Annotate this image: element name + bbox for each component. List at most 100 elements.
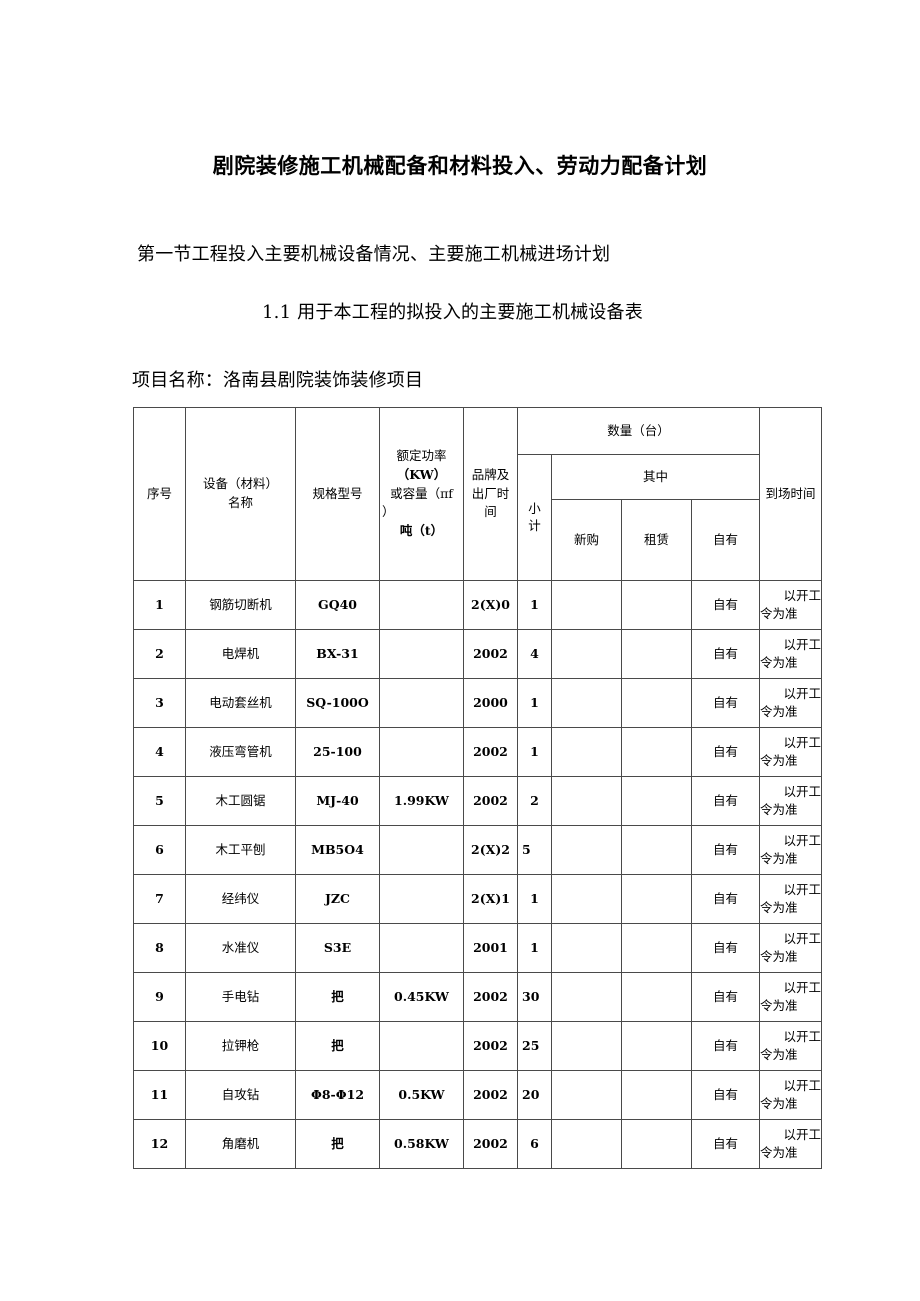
cell-seq: 3 bbox=[133, 678, 186, 728]
cell-spec-model: 25-100 bbox=[295, 727, 380, 777]
cell-subtotal: 20 bbox=[517, 1070, 552, 1120]
table-row: 7 经纬仪 JZC 2(X)1 1 自有 以开工 令为准 bbox=[133, 874, 823, 924]
cell-seq: 8 bbox=[133, 923, 186, 973]
header-row-1: 序号 设备（材料） 名称 规格型号 额定功率 （KW） 或容量（πf bbox=[133, 407, 823, 581]
cell-subtotal: 1 bbox=[517, 678, 552, 728]
cell-arrival-time: 以开工令为准 bbox=[759, 825, 823, 875]
equipment-table-wrapper: 序号 设备（材料） 名称 规格型号 额定功率 （KW） 或容量（πf bbox=[133, 407, 823, 1169]
cell-seq: 9 bbox=[133, 972, 186, 1022]
cell-arrival-line1: 以开工 bbox=[783, 783, 822, 799]
header-arrival-time: 到场时间 bbox=[759, 407, 823, 581]
cell-new-purchase bbox=[551, 1119, 622, 1169]
cell-subtotal: 4 bbox=[517, 629, 552, 679]
cell-equipment-name: 木工圆锯 bbox=[185, 776, 296, 826]
cell-subtotal: 30 bbox=[517, 972, 552, 1022]
cell-arrival-time: 以开工 令为准 bbox=[759, 1119, 823, 1169]
cell-arrival-line1: 以开工 bbox=[783, 979, 822, 995]
header-equipment-name-line1: 设备（材料） bbox=[202, 476, 278, 492]
cell-new-purchase bbox=[551, 776, 622, 826]
cell-arrival-line1: 以开工 bbox=[783, 1126, 822, 1142]
cell-arrival-line2: 令为准 bbox=[760, 998, 798, 1013]
header-subtotal-line2: 计 bbox=[528, 517, 541, 533]
cell-rated-power: 0.58KW bbox=[379, 1119, 464, 1169]
cell-equipment-name: 液压弯管机 bbox=[185, 727, 296, 777]
cell-brand-date: 2002 bbox=[463, 727, 518, 777]
cell-owned: 自有 bbox=[690, 776, 761, 826]
cell-arrival-line2: 令为准 bbox=[760, 704, 798, 719]
cell-owned: 自有 bbox=[690, 580, 761, 630]
cell-subtotal: 2 bbox=[517, 776, 552, 826]
cell-arrival-line2: 令为准 bbox=[760, 753, 798, 768]
cell-arrival-line1: 以开工 bbox=[783, 832, 822, 848]
cell-new-purchase bbox=[551, 678, 622, 728]
cell-rated-power bbox=[379, 1021, 464, 1071]
cell-rated-power bbox=[379, 678, 464, 728]
cell-lease bbox=[621, 1070, 692, 1120]
cell-spec-model: Φ8-Φ12 bbox=[295, 1070, 380, 1120]
cell-owned: 自有 bbox=[690, 1119, 761, 1169]
table-row: 1 钢筋切断机 GQ40 2(X)0 1 自有 以开工 令为准 bbox=[133, 580, 823, 630]
cell-rated-power bbox=[379, 874, 464, 924]
project-name: 项目名称：洛南县剧院装饰装修项目 bbox=[132, 370, 424, 391]
cell-arrival-line2: 令为准 bbox=[760, 606, 798, 621]
sub-section-heading: 1.1 用于本工程的拟投入的主要施工机械设备表 bbox=[262, 302, 643, 323]
cell-arrival-line2: 令为准 bbox=[760, 802, 798, 817]
cell-arrival-line2: 令为准 bbox=[760, 949, 798, 964]
table-row: 10 拉钾枪把 2002 25 自有 以开工 令为准 bbox=[133, 1021, 823, 1071]
table-row: 4 液压弯管机 25-100 2002 1 自有 以开工 令为准 bbox=[133, 727, 823, 777]
cell-subtotal: 25 bbox=[517, 1021, 552, 1071]
cell-seq: 5 bbox=[133, 776, 186, 826]
table-row: 3 电动套丝机 SQ-100O 2000 1 自有 以开工 令为准 bbox=[133, 678, 823, 728]
cell-brand-date: 2002 bbox=[463, 1119, 518, 1169]
header-equipment-name: 设备（材料） 名称 bbox=[185, 407, 296, 581]
header-among-which: 其中 bbox=[550, 454, 761, 500]
cell-equipment-name: 经纬仪 bbox=[185, 874, 296, 924]
header-brand-date: 品牌及 出厂时 间 bbox=[463, 407, 518, 581]
cell-spec-model: MJ-40 bbox=[295, 776, 380, 826]
cell-brand-date: 2001 bbox=[463, 923, 518, 973]
cell-lease bbox=[621, 629, 692, 679]
cell-arrival-time: 以开工令为准 bbox=[759, 972, 823, 1022]
header-power-line2: （KW） bbox=[396, 466, 447, 482]
cell-arrival-line2: 令为准 bbox=[760, 655, 798, 670]
cell-lease bbox=[621, 1021, 692, 1071]
cell-new-purchase bbox=[551, 1070, 622, 1120]
cell-arrival-line2: 令为准 bbox=[760, 851, 798, 866]
cell-rated-power: 0.5KW bbox=[379, 1070, 464, 1120]
cell-arrival-line1: 以开工 bbox=[783, 636, 822, 652]
cell-spec-model: 把 bbox=[295, 972, 380, 1022]
header-owned: 自有 bbox=[690, 499, 761, 581]
header-subtotal-line1: 小 bbox=[528, 501, 541, 517]
cell-arrival-time: 以开工 令为准 bbox=[759, 727, 823, 777]
header-power-line1: 额定功率 bbox=[396, 448, 447, 464]
cell-equipment-name: 手电钻 bbox=[185, 972, 296, 1022]
cell-brand-date: 2002 bbox=[463, 629, 518, 679]
cell-arrival-time: 以开工 令为准 bbox=[759, 678, 823, 728]
header-rated-power: 额定功率 （KW） 或容量（πf ） 吨（t） bbox=[379, 407, 464, 581]
table-row: 11 自攻钻 Φ8-Φ12 0.5KW 2002 20 自有 以开工 令为准 bbox=[133, 1070, 823, 1120]
cell-new-purchase bbox=[551, 923, 622, 973]
cell-owned: 自有 bbox=[690, 825, 761, 875]
header-power-line3: 或容量（πf bbox=[390, 485, 453, 501]
cell-lease bbox=[621, 678, 692, 728]
cell-lease bbox=[621, 776, 692, 826]
cell-arrival-time: 以开工 令为准 bbox=[759, 874, 823, 924]
cell-new-purchase bbox=[551, 580, 622, 630]
cell-subtotal: 1 bbox=[517, 580, 552, 630]
cell-equipment-name: 水准仪 bbox=[185, 923, 296, 973]
header-seq: 序号 bbox=[133, 407, 186, 581]
cell-spec-model: 把 bbox=[295, 1119, 380, 1169]
cell-arrival-time: 以开工 令为准 bbox=[759, 923, 823, 973]
table-row: 9 手电钻把 0.45KW 2002 30 自有 以开工 令为准 bbox=[133, 972, 823, 1022]
cell-seq: 4 bbox=[133, 727, 186, 777]
cell-owned: 自有 bbox=[690, 972, 761, 1022]
cell-brand-date: 2002 bbox=[463, 1021, 518, 1071]
cell-lease bbox=[621, 727, 692, 777]
cell-equipment-name: 自攻钻 bbox=[185, 1070, 296, 1120]
header-power-line5: 吨（t） bbox=[399, 523, 444, 539]
cell-arrival-time: 以开工 令为准 bbox=[759, 1070, 823, 1120]
cell-equipment-name: 拉钾枪 bbox=[185, 1021, 296, 1071]
cell-lease bbox=[621, 1119, 692, 1169]
header-subtotal: 小 计 bbox=[517, 454, 552, 581]
